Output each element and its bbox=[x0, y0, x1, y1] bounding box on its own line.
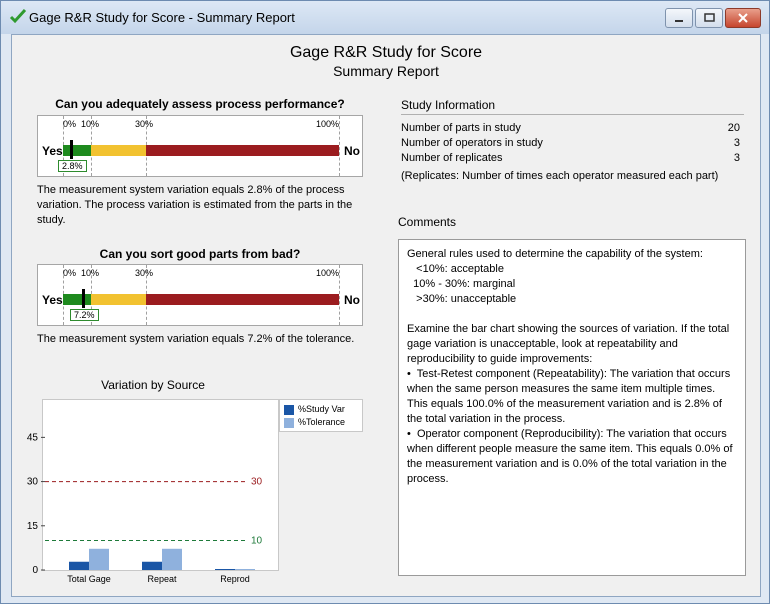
acceptable-segment bbox=[63, 145, 91, 156]
gauge2-tick: 0% bbox=[63, 268, 77, 278]
report-title: Gage R&R Study for Score bbox=[289, 44, 483, 61]
study-row-label: Number of operators in study bbox=[401, 137, 543, 149]
study-row-value: 3 bbox=[733, 152, 740, 164]
gauge2-tick: 30% bbox=[135, 268, 154, 278]
bar bbox=[142, 561, 162, 570]
chart-title: Variation by Source bbox=[101, 378, 205, 392]
y-tick-label: 30 bbox=[27, 477, 39, 488]
bar bbox=[215, 569, 235, 570]
minimize-button[interactable] bbox=[665, 8, 693, 28]
close-icon bbox=[738, 13, 748, 23]
report-subtitle: Summary Report bbox=[333, 63, 439, 79]
chart-legend: %Study Var %Tolerance bbox=[279, 399, 363, 432]
x-tick-label: Repeat bbox=[147, 574, 177, 584]
gauge1-bar: 0% 10% 30% 100% Yes No 2.8% bbox=[37, 115, 363, 177]
gauge1-question: Can you adequately assess process perfor… bbox=[55, 97, 345, 111]
gauge2-description: The measurement system variation equals … bbox=[37, 333, 355, 345]
gauge1-yes: Yes bbox=[42, 144, 63, 158]
unacceptable-segment bbox=[146, 294, 339, 305]
legend-label: %Tolerance bbox=[298, 417, 346, 427]
variation-chart: 0 15 30 45 30 10 Total Gage Repeat Reprod bbox=[27, 399, 279, 584]
gauge1-description: The measurement system variation equals … bbox=[37, 184, 353, 226]
unacceptable-segment bbox=[146, 145, 339, 156]
gauge2-tick: 10% bbox=[81, 268, 100, 278]
gauge2-yes: Yes bbox=[42, 293, 63, 307]
gauge2-bar: 0% 10% 30% 100% Yes No 7.2% bbox=[37, 264, 363, 326]
study-row-label: Number of replicates bbox=[401, 152, 503, 164]
gauge1-tick: 10% bbox=[81, 119, 100, 129]
check-icon bbox=[9, 8, 27, 24]
close-button[interactable] bbox=[725, 8, 761, 28]
x-tick-label: Total Gage bbox=[67, 574, 111, 584]
gauge1-tick: 0% bbox=[63, 119, 77, 129]
comments-text: General rules used to determine the capa… bbox=[407, 248, 733, 485]
minimize-icon bbox=[675, 20, 683, 22]
marginal-segment bbox=[91, 294, 146, 305]
y-tick-label: 45 bbox=[27, 432, 39, 443]
gauge1-no: No bbox=[344, 144, 360, 158]
study-heading: Study Information bbox=[401, 98, 496, 112]
gauge2-value-label: 7.2% bbox=[70, 309, 99, 321]
comments-box: General rules used to determine the capa… bbox=[398, 239, 746, 576]
gauge1-tick: 100% bbox=[316, 119, 340, 129]
study-note: (Replicates: Number of times each operat… bbox=[401, 170, 719, 182]
x-tick-label: Reprod bbox=[220, 574, 250, 584]
legend-swatch-tolerance bbox=[284, 418, 294, 428]
divider bbox=[401, 114, 744, 115]
reference-line-label: 30 bbox=[251, 477, 263, 488]
report-body: Gage R&R Study for Score Summary Report … bbox=[11, 34, 761, 597]
bar bbox=[89, 548, 109, 570]
title-bar[interactable]: Gage R&R Study for Score - Summary Repor… bbox=[1, 1, 769, 34]
comments-heading: Comments bbox=[398, 215, 457, 229]
gauge1-marker bbox=[70, 140, 73, 159]
gauge2-marker bbox=[82, 289, 85, 308]
legend-swatch-study-var bbox=[284, 405, 294, 415]
study-row-value: 3 bbox=[733, 137, 740, 149]
gauge2-question: Can you sort good parts from bad? bbox=[99, 247, 301, 261]
gauge2-tick: 100% bbox=[316, 268, 340, 278]
y-tick-label: 0 bbox=[32, 565, 38, 576]
chart-svg: 0 15 30 45 30 10 Total Gage Repeat Reprod bbox=[27, 432, 263, 584]
y-tick-label: 15 bbox=[27, 521, 39, 532]
window-title: Gage R&R Study for Score - Summary Repor… bbox=[29, 10, 295, 25]
study-row-label: Number of parts in study bbox=[401, 122, 521, 134]
bar bbox=[69, 561, 89, 570]
reference-line-label: 10 bbox=[251, 536, 263, 547]
marginal-segment bbox=[91, 145, 146, 156]
restore-button[interactable] bbox=[695, 8, 723, 28]
restore-icon bbox=[704, 13, 715, 22]
gauge1-tick: 30% bbox=[135, 119, 154, 129]
legend-label: %Study Var bbox=[298, 404, 345, 414]
study-row-value: 20 bbox=[727, 122, 740, 134]
gauge1-value-label: 2.8% bbox=[58, 160, 87, 172]
gauge2-no: No bbox=[344, 293, 360, 307]
bar bbox=[162, 548, 182, 570]
acceptable-segment bbox=[63, 294, 91, 305]
bar bbox=[235, 569, 255, 570]
